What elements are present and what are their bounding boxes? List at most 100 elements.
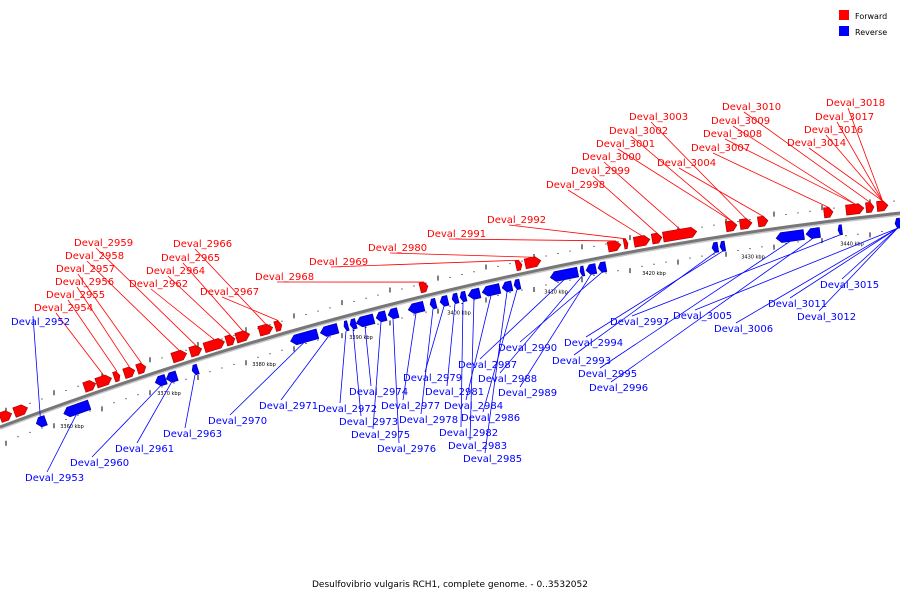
forward-gene-arrow: [662, 227, 698, 243]
reverse-gene: [191, 363, 200, 376]
forward-gene: [82, 380, 97, 393]
reverse-swatch: [839, 26, 849, 36]
gene-label: Deval_3016: [804, 125, 863, 136]
leader-line: [825, 134, 883, 202]
forward-gene-arrow: [202, 338, 225, 354]
leader-line: [573, 252, 716, 356]
forward-gene-arrow: [823, 206, 834, 219]
gene-label: Deval_2956: [55, 277, 114, 288]
gene-label: Deval_2989: [498, 388, 557, 399]
forward-gene: [188, 345, 203, 358]
leader-line: [836, 121, 883, 202]
reverse-gene: [775, 229, 805, 243]
reverse-gene: [154, 374, 168, 387]
leader-line: [694, 227, 898, 311]
gene-label: Deval_2986: [461, 413, 520, 424]
leader-line: [610, 238, 814, 383]
reverse-legend-label: Reverse: [855, 28, 887, 37]
leader-line: [420, 308, 434, 415]
forward-gene: [122, 366, 136, 379]
gene-label: Deval_2974: [349, 387, 408, 398]
reverse-gene-arrow: [35, 415, 48, 428]
forward-gene: [523, 256, 542, 270]
gene-label: Deval_3006: [714, 324, 773, 335]
reverse-gene: [459, 290, 468, 303]
reverse-gene-arrow: [429, 297, 438, 310]
gene-label: Deval_3008: [703, 129, 762, 140]
forward-gene-arrow: [632, 235, 651, 248]
reverse-gene: [719, 240, 727, 252]
gene-label: Deval_2963: [163, 429, 222, 440]
gene-label: Deval_3001: [596, 139, 655, 150]
reverse-gene: [355, 313, 376, 328]
legend: Forward Reverse: [839, 10, 887, 37]
gene-label: Deval_2968: [255, 272, 314, 283]
kbp-label: 3420 kbp: [642, 271, 666, 277]
gene-label: Deval_2953: [25, 473, 84, 484]
forward-gene: [724, 220, 738, 233]
forward-gene-arrow: [82, 380, 97, 393]
reverse-gene: [349, 318, 358, 330]
reverse-gene-arrow: [375, 310, 388, 323]
leader-line: [818, 227, 898, 312]
reverse-gene-arrow: [711, 241, 720, 253]
reverse-gene: [837, 224, 843, 236]
leader-line: [617, 148, 732, 222]
reverse-gene-arrow: [290, 328, 320, 346]
gene-label: Deval_3005: [673, 311, 732, 322]
gene-label: Deval_2970: [208, 416, 267, 427]
gene-label: Deval_3003: [629, 112, 688, 123]
leader-line: [484, 291, 508, 454]
kbp-label: 3390 kbp: [349, 335, 373, 341]
forward-gene-arrow: [756, 215, 769, 228]
kbp-label: 3370 kbp: [157, 391, 181, 397]
reverse-gene-arrow: [154, 374, 168, 387]
gene-label: Deval_2980: [368, 243, 427, 254]
kbp-label: 3380 kbp: [252, 362, 276, 368]
leader-line: [392, 318, 400, 444]
leader-line: [339, 330, 347, 404]
reverse-gene-arrow: [597, 261, 608, 273]
leader-line: [352, 329, 362, 417]
gene-label: Deval_3004: [657, 158, 716, 169]
gene-label: Deval_3009: [711, 116, 770, 127]
leader-line: [599, 241, 791, 369]
leader-line: [678, 167, 764, 217]
forward-gene-arrow: [170, 349, 188, 364]
forward-gene-arrow: [224, 334, 236, 347]
forward-gene-arrow: [12, 404, 28, 418]
reverse-gene-arrow: [585, 263, 598, 275]
forward-gene: [135, 362, 147, 375]
leader-line: [389, 252, 534, 258]
gene-label: Deval_2959: [74, 238, 133, 249]
gene-label: Deval_2990: [498, 343, 557, 354]
gene-label: Deval_3012: [797, 312, 856, 323]
reverse-gene-arrow: [349, 318, 358, 330]
reverse-gene-arrow: [775, 229, 805, 243]
reverse-gene: [585, 263, 598, 275]
gene-label: Deval_3007: [691, 143, 750, 154]
forward-gene: [845, 203, 865, 216]
forward-gene: [738, 218, 753, 230]
reverse-gene-arrow: [459, 290, 468, 303]
leader-line: [724, 138, 856, 205]
leader-line: [603, 161, 681, 230]
kbp-label: 3400 kbp: [447, 311, 471, 317]
gene-label: Deval_3010: [722, 102, 781, 113]
genome-axis: [0, 211, 900, 429]
gene-label: Deval_2985: [463, 454, 522, 465]
gene-label: Deval_2971: [259, 401, 318, 412]
forward-gene: [202, 338, 225, 354]
gene-label: Deval_2967: [200, 287, 259, 298]
leader-line: [91, 385, 161, 458]
leader-line: [150, 288, 215, 341]
reverse-gene-arrow: [439, 295, 450, 307]
leader-line: [76, 286, 130, 368]
forward-gene-arrow: [188, 345, 203, 358]
forward-gene-arrow: [523, 256, 542, 270]
gene-label: Deval_2999: [571, 166, 630, 177]
leader-line: [469, 299, 475, 441]
forward-gene: [632, 235, 651, 248]
forward-gene-arrow: [122, 366, 136, 379]
